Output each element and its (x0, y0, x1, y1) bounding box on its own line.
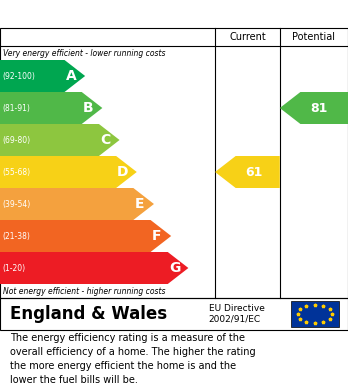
Text: Potential: Potential (292, 32, 335, 42)
Polygon shape (0, 60, 85, 92)
Polygon shape (0, 124, 120, 156)
Polygon shape (280, 92, 348, 124)
Text: F: F (152, 229, 161, 243)
Text: (39-54): (39-54) (3, 199, 31, 208)
Text: G: G (169, 261, 180, 275)
Text: (81-91): (81-91) (3, 104, 31, 113)
Text: EU Directive
2002/91/EC: EU Directive 2002/91/EC (209, 304, 265, 324)
Text: A: A (65, 69, 76, 83)
Text: C: C (100, 133, 110, 147)
Polygon shape (215, 156, 280, 188)
Text: (1-20): (1-20) (3, 264, 26, 273)
Text: D: D (117, 165, 129, 179)
Polygon shape (0, 252, 188, 284)
Text: (92-100): (92-100) (3, 72, 35, 81)
Text: 81: 81 (310, 102, 328, 115)
Text: The energy efficiency rating is a measure of the
overall efficiency of a home. T: The energy efficiency rating is a measur… (10, 333, 256, 385)
Text: Very energy efficient - lower running costs: Very energy efficient - lower running co… (3, 48, 166, 57)
Polygon shape (0, 220, 171, 252)
Polygon shape (0, 156, 137, 188)
Polygon shape (0, 92, 102, 124)
Polygon shape (0, 188, 154, 220)
Text: (55-68): (55-68) (3, 167, 31, 176)
Text: E: E (134, 197, 144, 211)
Text: Energy Efficiency Rating: Energy Efficiency Rating (9, 7, 210, 22)
Text: (69-80): (69-80) (3, 136, 31, 145)
Text: Not energy efficient - higher running costs: Not energy efficient - higher running co… (3, 287, 166, 296)
Bar (291, 301, 339, 327)
Text: B: B (83, 101, 93, 115)
Text: England & Wales: England & Wales (10, 305, 168, 323)
Text: Current: Current (229, 32, 266, 42)
Text: 61: 61 (246, 165, 263, 179)
Text: (21-38): (21-38) (3, 231, 31, 240)
